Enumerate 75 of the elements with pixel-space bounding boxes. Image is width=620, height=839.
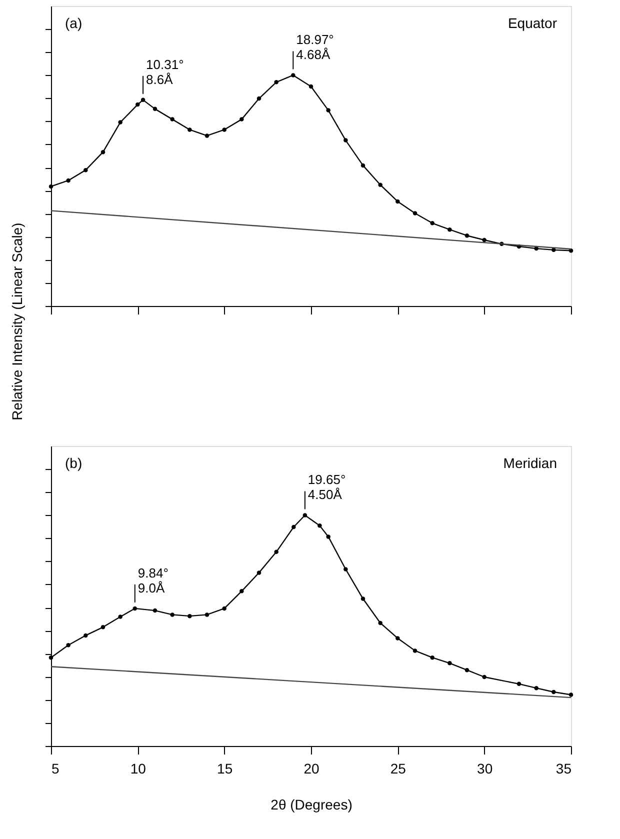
- point: [118, 614, 122, 619]
- point: [84, 168, 88, 172]
- point: [482, 674, 486, 680]
- point: [152, 608, 158, 613]
- point: [222, 128, 226, 132]
- text: (b): [65, 455, 82, 471]
- point: [516, 682, 522, 686]
- text: Equator: [508, 15, 558, 31]
- point: [188, 128, 192, 132]
- point: [136, 102, 140, 107]
- x-tick-label: 35: [556, 760, 572, 776]
- annotation: 18.97° 4.68Å: [296, 32, 334, 62]
- point: [204, 612, 210, 617]
- point: [84, 633, 88, 638]
- text: (a): [65, 15, 82, 31]
- point: [412, 211, 418, 216]
- text: Meridian: [503, 455, 557, 471]
- point: [326, 534, 330, 539]
- annotation: 19.65° 4.50Å: [308, 472, 346, 502]
- annotation: 9.84° 9.0Å: [138, 565, 168, 596]
- point: [132, 606, 138, 611]
- point: [396, 199, 400, 204]
- point: [48, 184, 54, 189]
- point: [274, 550, 278, 554]
- annotation: 10.31° 8.6Å: [146, 56, 184, 87]
- point: [534, 686, 538, 690]
- point: [118, 120, 122, 124]
- point: [430, 656, 434, 660]
- point: [396, 636, 400, 640]
- x-axis-title: 2θ (Degrees): [270, 796, 352, 812]
- point: [448, 661, 452, 666]
- point: [222, 606, 226, 611]
- x-tick-label: 25: [390, 760, 406, 776]
- point: [66, 178, 70, 183]
- point: [256, 96, 262, 101]
- point: [274, 80, 278, 84]
- y-axis-title: Relative Intensity (Linear Scale): [9, 222, 25, 420]
- x-tick-label: 20: [304, 760, 320, 776]
- point: [292, 524, 296, 530]
- point: [140, 98, 146, 102]
- point: [170, 117, 174, 122]
- point: [360, 163, 366, 168]
- point: [344, 567, 348, 572]
- point: [240, 117, 244, 122]
- x-tick-label: 5: [52, 760, 60, 776]
- point: [318, 524, 322, 528]
- point: [482, 238, 486, 242]
- point: [464, 234, 470, 238]
- point: [100, 150, 106, 154]
- point: [240, 589, 244, 594]
- point: [344, 138, 348, 142]
- point: [66, 643, 70, 648]
- point: [378, 620, 382, 626]
- point: [48, 656, 54, 660]
- point: [378, 182, 382, 187]
- point: [464, 668, 470, 672]
- point: [568, 692, 574, 697]
- point: [100, 625, 106, 630]
- x-tick-label: 30: [477, 760, 493, 776]
- point: [170, 612, 174, 617]
- point: [552, 690, 556, 694]
- point: [308, 84, 314, 89]
- point: [152, 106, 158, 112]
- point: [256, 570, 262, 575]
- point: [291, 73, 296, 78]
- x-tick-label: 10: [130, 760, 146, 776]
- x-tick-label: 15: [217, 760, 233, 776]
- point: [204, 134, 210, 138]
- point: [412, 648, 418, 653]
- point: [360, 596, 366, 601]
- point: [188, 614, 192, 618]
- point: [448, 228, 452, 232]
- point: [326, 108, 330, 112]
- point: [430, 221, 434, 226]
- point: [302, 513, 308, 518]
